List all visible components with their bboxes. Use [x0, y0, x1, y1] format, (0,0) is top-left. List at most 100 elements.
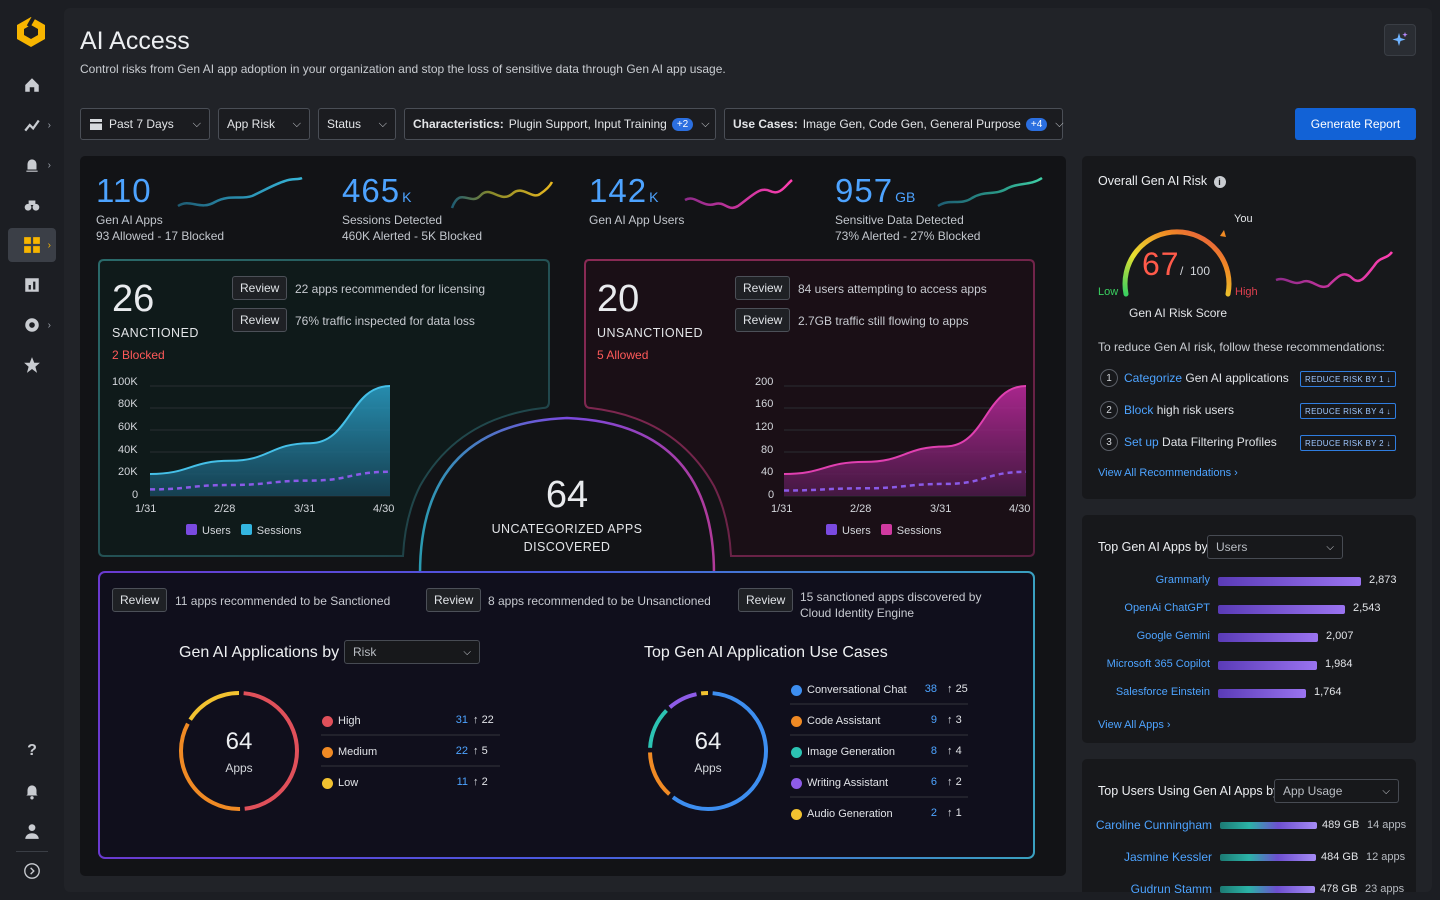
app-name-link[interactable]: Microsoft 365 Copilot	[1106, 658, 1210, 670]
chevron-down-icon: ⌵	[1382, 785, 1390, 797]
y-tick: 80K	[118, 398, 138, 410]
review-button[interactable]: Review	[735, 308, 791, 332]
review-button[interactable]: Review	[232, 308, 288, 332]
use-case-count[interactable]: 8	[930, 745, 937, 757]
donut-segment[interactable]	[243, 691, 300, 811]
use-case-dot-icon	[791, 777, 802, 789]
kpi-sessions[interactable]: 465 K Sessions Detected 460K Alerted - 5K…	[342, 172, 482, 243]
review-button[interactable]: Review	[112, 588, 168, 612]
donut-segment[interactable]	[179, 722, 241, 811]
risk-name: Low	[338, 777, 359, 789]
apps-by-select[interactable]: Risk ⌵	[344, 640, 480, 664]
legend-swatch	[186, 524, 197, 535]
notifications-icon[interactable]	[8, 774, 56, 808]
use-case-count[interactable]: 6	[930, 776, 937, 788]
chevron-right-icon: ›	[1166, 719, 1171, 731]
expand-nav-icon[interactable]	[8, 854, 56, 888]
review-button[interactable]: Review	[735, 276, 791, 300]
use-cases-filter[interactable]: Use Cases: Image Gen, Code Gen, General P…	[724, 108, 1064, 140]
alerts-icon[interactable]: ›	[8, 148, 56, 182]
view-all-apps-link[interactable]: View All Apps ›	[1098, 719, 1171, 731]
risk-count[interactable]: 31	[455, 714, 468, 726]
reduce-risk-badge[interactable]: REDUCE RISK BY 4 ↓	[1300, 403, 1396, 419]
risk-dot-icon	[322, 715, 333, 727]
uncategorized-count[interactable]: 64	[545, 474, 589, 516]
app-risk-filter[interactable]: App Risk ⌵	[218, 108, 310, 140]
use-cases-donut	[648, 690, 768, 811]
reports-icon[interactable]	[8, 268, 56, 302]
review-button[interactable]: Review	[738, 588, 794, 612]
change-value: 2	[481, 776, 488, 788]
use-case-row[interactable]: Conversational Chat	[791, 680, 907, 700]
donut-segment[interactable]	[648, 752, 671, 796]
app-name-link[interactable]: OpenAi ChatGPT	[1124, 602, 1210, 614]
change-value: 1	[955, 807, 962, 819]
y-tick: 160	[755, 398, 774, 410]
sanctioned-note: 2 Blocked	[112, 348, 165, 362]
calendar-icon	[90, 119, 102, 130]
use-case-count[interactable]: 2	[930, 807, 937, 819]
generate-report-button[interactable]: Generate Report	[1295, 108, 1416, 140]
use-case-count[interactable]: 9	[930, 714, 937, 726]
recommendation-action-link[interactable]: Block	[1124, 403, 1154, 417]
donut-segment[interactable]	[671, 691, 768, 811]
recommendation-action-link[interactable]: Categorize	[1124, 371, 1183, 385]
app-value: 2,873	[1369, 574, 1397, 586]
kpi-apps[interactable]: 110 Gen AI Apps 93 Allowed - 17 Blocked	[96, 172, 224, 243]
sparkle-icon	[1392, 32, 1408, 46]
period-filter[interactable]: Past 7 Days ⌵	[80, 108, 210, 140]
arrow-up-icon: ↑	[947, 776, 953, 788]
use-case-row[interactable]: Image Generation	[791, 742, 895, 762]
review-text: 11 apps recommended to be Sanctioned	[175, 594, 391, 608]
binoculars-icon[interactable]	[8, 188, 56, 222]
use-case-row[interactable]: Writing Assistant	[791, 773, 888, 793]
kpi-label: Gen AI Apps	[96, 213, 163, 227]
dashboard-panel: 110 Gen AI Apps 93 Allowed - 17 Blocked …	[80, 156, 1066, 876]
reduce-risk-badge[interactable]: REDUCE RISK BY 2 ↓	[1300, 435, 1396, 451]
risk-row[interactable]: High	[322, 711, 361, 731]
view-all-recommendations-link[interactable]: View All Recommendations ›	[1098, 467, 1238, 479]
kpi-users[interactable]: 142 K Gen AI App Users	[589, 172, 684, 227]
user-name-link[interactable]: Gudrun Stamm	[1130, 882, 1212, 896]
review-button[interactable]: Review	[426, 588, 482, 612]
use-case-row[interactable]: Audio Generation	[791, 804, 893, 824]
reduce-risk-badge[interactable]: REDUCE RISK BY 1 ↓	[1300, 371, 1396, 387]
characteristics-filter[interactable]: Characteristics: Plugin Support, Input Tr…	[404, 108, 716, 140]
donut-segment[interactable]	[648, 709, 668, 748]
settings-icon[interactable]: ›	[8, 308, 56, 342]
badge-label: REDUCE RISK BY 2	[1305, 438, 1384, 448]
risk-row[interactable]: Low	[322, 773, 358, 793]
app-name-link[interactable]: Salesforce Einstein	[1115, 686, 1210, 698]
use-case-row[interactable]: Code Assistant	[791, 711, 880, 731]
risk-count[interactable]: 11	[456, 776, 468, 788]
sessions-area	[784, 386, 1026, 496]
ai-assist-button[interactable]	[1384, 24, 1416, 56]
top-apps-select[interactable]: Users ⌵	[1207, 535, 1343, 559]
user-name-link[interactable]: Caroline Cunningham	[1095, 818, 1212, 832]
donut-segment[interactable]	[668, 692, 697, 709]
info-icon[interactable]: i	[1213, 176, 1226, 188]
donut-segment[interactable]	[188, 691, 240, 721]
use-case-count[interactable]: 38	[924, 683, 937, 695]
chevron-right-icon: ›	[1234, 467, 1238, 479]
recommendation-action-link[interactable]: Set up	[1124, 435, 1159, 449]
main-panel: AI Access Control risks from Gen AI app …	[64, 8, 1432, 896]
star-icon[interactable]	[8, 348, 56, 382]
home-icon[interactable]	[8, 68, 56, 102]
status-filter[interactable]: Status ⌵	[318, 108, 396, 140]
risk-row[interactable]: Medium	[322, 742, 377, 762]
risk-count[interactable]: 22	[455, 745, 468, 757]
risk-dot-icon	[322, 777, 333, 789]
review-button[interactable]: Review	[232, 276, 288, 300]
top-users-select[interactable]: App Usage ⌵	[1274, 779, 1399, 803]
app-name-link[interactable]: Grammarly	[1155, 574, 1210, 586]
app-name-link[interactable]: Google Gemini	[1136, 630, 1210, 642]
kpi-sensitive-data[interactable]: 957 GB Sensitive Data Detected 73% Alerte…	[835, 172, 980, 243]
sessions-line	[783, 385, 1027, 475]
user-name-link[interactable]: Jasmine Kessler	[1123, 850, 1212, 864]
user-icon[interactable]	[8, 814, 56, 848]
activity-icon[interactable]: ›	[8, 108, 56, 142]
overall-risk-title: Overall Gen AI Risk i	[1098, 174, 1226, 188]
help-icon[interactable]: ?	[27, 742, 37, 759]
apps-grid-icon[interactable]: ›	[8, 228, 56, 262]
